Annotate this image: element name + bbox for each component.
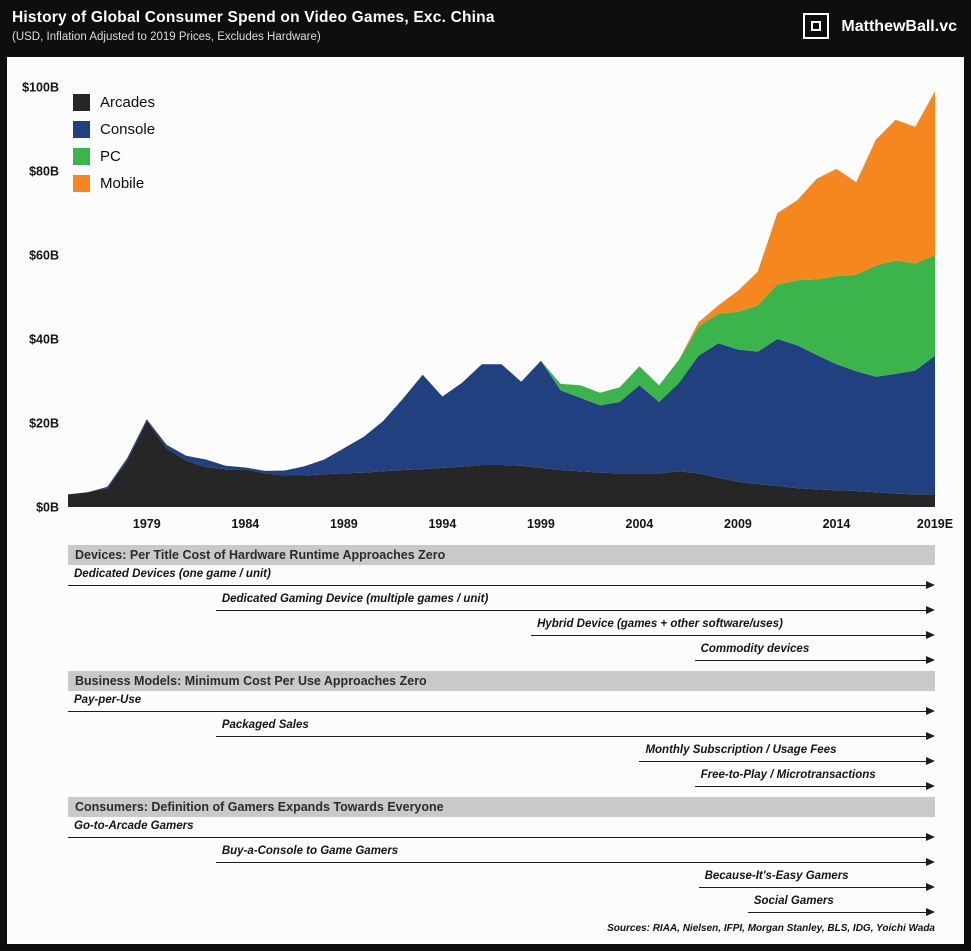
timeline-row: Dedicated Devices (one game / unit) bbox=[68, 565, 935, 590]
area-pc bbox=[68, 255, 935, 495]
matthewball-logo-icon bbox=[802, 12, 832, 42]
timeline-sections: Devices: Per Title Cost of Hardware Runt… bbox=[68, 545, 936, 923]
y-axis-tick-label: $60B bbox=[29, 249, 59, 263]
timeline-row: Pay-per-Use bbox=[68, 691, 935, 716]
sources-note: Sources: RIAA, Nielsen, IFPI, Morgan Sta… bbox=[607, 923, 935, 934]
timeline-row: Dedicated Gaming Device (multiple games … bbox=[68, 590, 936, 615]
legend-swatch-console bbox=[73, 120, 90, 138]
y-axis-tick-label: $80B bbox=[29, 165, 59, 179]
timeline-row: Buy-a-Console to Game Gamers bbox=[68, 842, 936, 867]
legend-label: Mobile bbox=[100, 174, 145, 192]
x-axis-tick-label: 1989 bbox=[330, 517, 358, 531]
timeline-row-label: Commodity devices bbox=[700, 643, 810, 655]
timeline-section-heading: Consumers: Definition of Gamers Expands … bbox=[68, 797, 935, 817]
area-console bbox=[68, 339, 935, 495]
page-title: History of Global Consumer Spend on Vide… bbox=[12, 9, 495, 26]
legend-label: PC bbox=[100, 147, 121, 165]
x-axis-tick-label: 2014 bbox=[823, 517, 851, 531]
x-axis-tick-label: 1999 bbox=[527, 517, 555, 531]
timeline-section-heading: Devices: Per Title Cost of Hardware Runt… bbox=[68, 545, 935, 565]
area-mobile bbox=[68, 91, 935, 495]
logo-outer-square bbox=[803, 13, 830, 39]
header: History of Global Consumer Spend on Vide… bbox=[0, 0, 971, 57]
x-axis-tick-label: 2009 bbox=[724, 517, 752, 531]
timeline-arrow bbox=[68, 708, 935, 715]
legend-item-console: Console bbox=[73, 120, 155, 138]
timeline-arrow bbox=[68, 582, 935, 589]
timeline-row: Social Gamers bbox=[68, 892, 936, 917]
brand: MatthewBall.vc bbox=[802, 12, 957, 42]
timeline-arrow bbox=[747, 909, 936, 916]
timeline-section-heading: Business Models: Minimum Cost Per Use Ap… bbox=[68, 671, 935, 691]
timeline-row-label: Free-to-Play / Microtransactions bbox=[700, 769, 876, 781]
x-axis-tick-label: 2019E bbox=[917, 517, 953, 531]
timeline-arrow bbox=[215, 859, 936, 866]
timeline-row: Free-to-Play / Microtransactions bbox=[68, 766, 936, 791]
timeline-row: Go-to-Arcade Gamers bbox=[68, 817, 935, 842]
timeline-row: Hybrid Device (games + other software/us… bbox=[68, 615, 935, 640]
timeline-row: Commodity devices bbox=[68, 640, 936, 665]
legend-label: Console bbox=[100, 120, 156, 138]
timeline-row-label: Go-to-Arcade Gamers bbox=[74, 820, 194, 832]
timeline-section: Devices: Per Title Cost of Hardware Runt… bbox=[68, 545, 936, 665]
timeline-arrow bbox=[694, 657, 936, 664]
timeline-row: Because-It's-Easy Gamers bbox=[68, 867, 936, 892]
timeline-arrow bbox=[68, 834, 935, 841]
legend-label: Arcades bbox=[100, 93, 156, 111]
timeline-row-label: Dedicated Gaming Device (multiple games … bbox=[221, 593, 489, 605]
legend-swatch-mobile bbox=[73, 174, 90, 192]
x-axis-tick-label: 1994 bbox=[428, 517, 456, 531]
timeline-row-label: Buy-a-Console to Game Gamers bbox=[221, 845, 399, 857]
timeline-arrow bbox=[639, 758, 935, 765]
timeline-row-label: Monthly Subscription / Usage Fees bbox=[645, 744, 837, 756]
logo-inner-square bbox=[811, 21, 822, 31]
x-axis-tick-label: 2004 bbox=[626, 517, 654, 531]
timeline-row-label: Dedicated Devices (one game / unit) bbox=[74, 568, 271, 580]
timeline-row-label: Pay-per-Use bbox=[74, 694, 142, 706]
timeline-row-label: Hybrid Device (games + other software/us… bbox=[537, 618, 783, 630]
timeline-arrow bbox=[698, 884, 936, 891]
timeline-row-label: Packaged Sales bbox=[221, 719, 309, 731]
timeline-row-label: Because-It's-Easy Gamers bbox=[704, 870, 849, 882]
y-axis-tick-label: $100B bbox=[22, 81, 59, 95]
timeline-arrow bbox=[694, 783, 936, 790]
legend-swatch-pc bbox=[73, 147, 90, 165]
timeline-row: Packaged Sales bbox=[68, 716, 936, 741]
y-axis-tick-label: $0B bbox=[36, 501, 59, 515]
y-axis-tick-label: $40B bbox=[29, 333, 59, 347]
legend-item-arcades: Arcades bbox=[73, 93, 155, 111]
timeline-section: Business Models: Minimum Cost Per Use Ap… bbox=[68, 671, 936, 791]
area-arcades bbox=[68, 420, 935, 507]
legend-item-pc: PC bbox=[73, 147, 155, 165]
page-subtitle: (USD, Inflation Adjusted to 2019 Prices,… bbox=[12, 31, 321, 43]
spend-stacked-area-chart: $0B $20B $40B $60B $80B $100B 1979 1984 1989 1994… bbox=[22, 81, 953, 532]
x-axis-tick-label: 1979 bbox=[133, 517, 161, 531]
chart-legend: Arcades Console PC Mobile bbox=[73, 93, 155, 201]
legend-item-mobile: Mobile bbox=[73, 174, 155, 192]
content-area: $0B $20B $40B $60B $80B $100B 1979 1984 1989 1994… bbox=[7, 57, 964, 944]
brand-name: MatthewBall.vc bbox=[841, 18, 957, 35]
timeline-arrow bbox=[531, 632, 935, 639]
legend-swatch-arcades bbox=[73, 93, 90, 111]
timeline-section: Consumers: Definition of Gamers Expands … bbox=[68, 797, 936, 917]
timeline-row: Monthly Subscription / Usage Fees bbox=[68, 741, 935, 766]
timeline-row-label: Social Gamers bbox=[753, 895, 834, 907]
timeline-arrow bbox=[215, 733, 936, 740]
timeline-arrow bbox=[215, 607, 936, 614]
y-axis-tick-label: $20B bbox=[29, 417, 59, 431]
x-axis-tick-label: 1984 bbox=[231, 517, 259, 531]
